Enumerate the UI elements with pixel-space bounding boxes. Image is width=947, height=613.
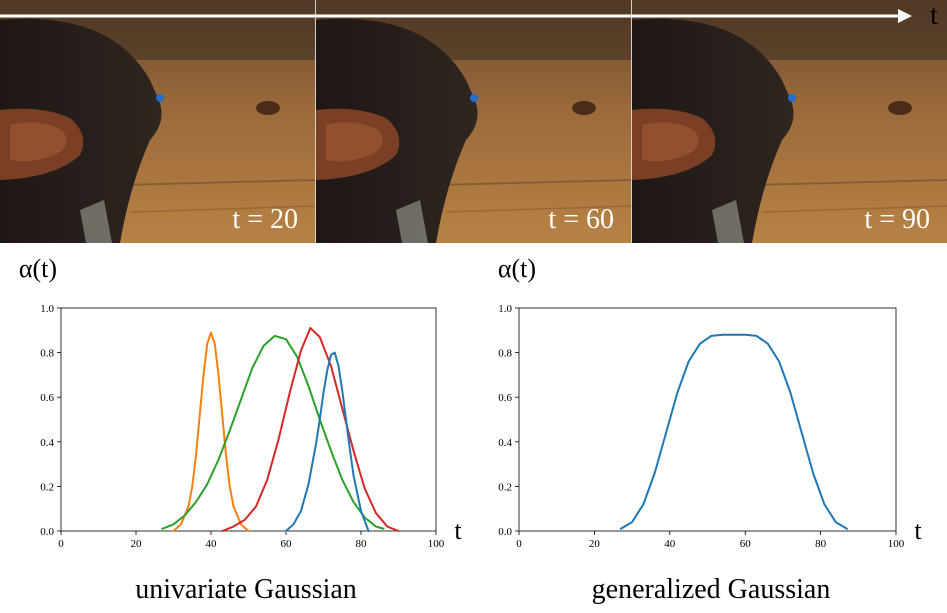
y-tick-label: 0.2 [498,481,512,493]
tracked-point-marker [156,94,164,102]
frame-1: t = 20 [0,0,316,243]
chart-panel: α(t) 0 20 40 60 80 100 0.0 0.2 0.4 0.6 0.8 1.0 t univa… [19,254,462,605]
series-line-1 [619,333,848,530]
frame-time-label: t = 60 [548,204,614,235]
series-line-2 [161,334,385,530]
chart-caption: univariate Gaussian [135,574,357,605]
x-tick-label: 40 [206,538,218,550]
y-tick-label: 0.8 [498,348,512,360]
y-tick-label: 0.0 [40,526,54,538]
series-line-3 [221,327,400,532]
y-tick-label: 1.0 [498,303,512,315]
x-axis-label: t [454,516,462,545]
chart-caption: generalized Gaussian [592,574,831,605]
timeline-axis-label: t [930,0,938,31]
y-tick-label: 0.6 [40,392,54,404]
y-tick-label: 0.4 [498,437,512,449]
y-tick-label: 0.0 [498,526,512,538]
x-tick-label: 0 [516,538,522,550]
y-tick-label: 0.2 [40,481,54,493]
series-line-1 [172,331,250,532]
timeline-arrow [0,9,912,23]
tracked-point-marker [470,94,478,102]
video-frames-strip: t = 20 t = 60 t = 90 t [0,0,947,243]
y-axis-label: α(t) [498,254,536,283]
alpha-charts: α(t) 0 20 40 60 80 100 0.0 0.2 0.4 0.6 0.8 1.0 t univa… [19,254,922,605]
x-tick-label: 100 [428,538,445,550]
x-tick-label: 20 [131,538,143,550]
y-tick-label: 0.6 [498,392,512,404]
x-tick-label: 60 [740,538,752,550]
x-tick-label: 80 [356,538,368,550]
chart-panel: α(t) 0 20 40 60 80 100 0.0 0.2 0.4 0.6 0.8 1.0 t gener… [498,254,922,605]
series-line-4 [285,351,370,532]
x-tick-label: 100 [888,538,905,550]
frame-time-label: t = 20 [232,204,298,235]
y-tick-label: 1.0 [40,303,54,315]
plot-frame [60,307,437,532]
y-tick-label: 0.4 [40,437,54,449]
plot-frame [518,307,897,532]
x-tick-label: 60 [281,538,293,550]
x-tick-label: 20 [589,538,601,550]
frame-time-label: t = 90 [864,204,930,235]
x-axis-label: t [914,516,922,545]
frame-3: t = 90 [631,0,947,243]
x-tick-label: 0 [58,538,64,550]
frame-2: t = 60 [315,0,632,243]
y-axis-label: α(t) [19,254,57,283]
tracked-point-marker [788,94,796,102]
y-tick-label: 0.8 [40,348,54,360]
x-tick-label: 40 [664,538,676,550]
x-tick-label: 80 [815,538,827,550]
